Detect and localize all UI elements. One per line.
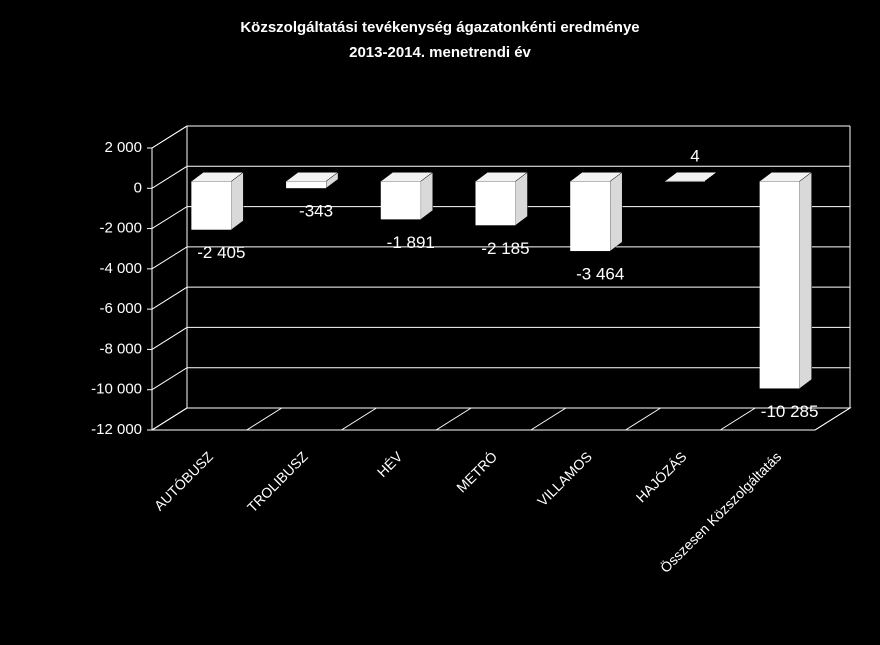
back-wall (151, 125, 850, 149)
bar (380, 181, 421, 220)
data-label: -343 (299, 202, 333, 221)
grid-line (151, 326, 850, 350)
grid-line (151, 407, 850, 431)
bar-side (515, 171, 528, 226)
floor-divider (814, 407, 851, 431)
floor-divider (720, 407, 756, 431)
y-tick-label: -2 000 (99, 220, 142, 237)
grid-line (151, 246, 850, 270)
bar-side (609, 171, 623, 252)
y-tick-label: -4 000 (99, 260, 142, 277)
x-tick-label: VILLAMOS (534, 448, 595, 509)
chart-subtitle: 2013-2014. menetrendi év (349, 44, 531, 61)
y-tick-label: -8 000 (99, 340, 142, 357)
floor-divider (435, 407, 472, 431)
bar-side (799, 171, 812, 389)
y-tick-label: -6 000 (99, 300, 142, 317)
x-tick-label: METRÓ (453, 448, 500, 495)
y-tick-label: -12 000 (91, 421, 142, 438)
data-label: -3 464 (576, 265, 624, 284)
floor-divider (530, 407, 567, 431)
bar-top (664, 171, 718, 182)
x-tick-label: HAJÓZÁS (633, 448, 690, 505)
floor-divider (341, 407, 377, 431)
grid-line (151, 165, 850, 189)
y-tick-label: -10 000 (91, 381, 142, 398)
data-label: -2 405 (197, 243, 245, 262)
x-tick-label: AUTÓBUSZ (151, 448, 217, 514)
data-label: 4 (690, 147, 699, 166)
data-label: -2 185 (481, 239, 529, 258)
grid-line (151, 367, 850, 391)
y-tick-label: 0 (134, 179, 142, 196)
y-tick-label: 2 000 (104, 139, 142, 156)
floor-divider (246, 407, 282, 431)
grid-line (151, 286, 850, 310)
chart-title: Közszolgáltatási tevékenység ágazatonkén… (240, 19, 639, 36)
floor (150, 407, 852, 431)
data-label: -10 285 (761, 402, 819, 421)
bar (570, 181, 611, 252)
bar (475, 181, 516, 226)
bar-side (231, 171, 244, 231)
x-tick-label: TROLIBUSZ (244, 448, 311, 515)
data-label: -1 891 (387, 233, 435, 252)
bar (286, 181, 327, 189)
floor-divider (625, 407, 661, 431)
grid-line (151, 206, 850, 229)
bar (664, 181, 705, 182)
bar (191, 181, 232, 230)
grid-line (151, 125, 850, 149)
x-tick-label: HÉV (374, 448, 406, 480)
bar (759, 181, 800, 389)
